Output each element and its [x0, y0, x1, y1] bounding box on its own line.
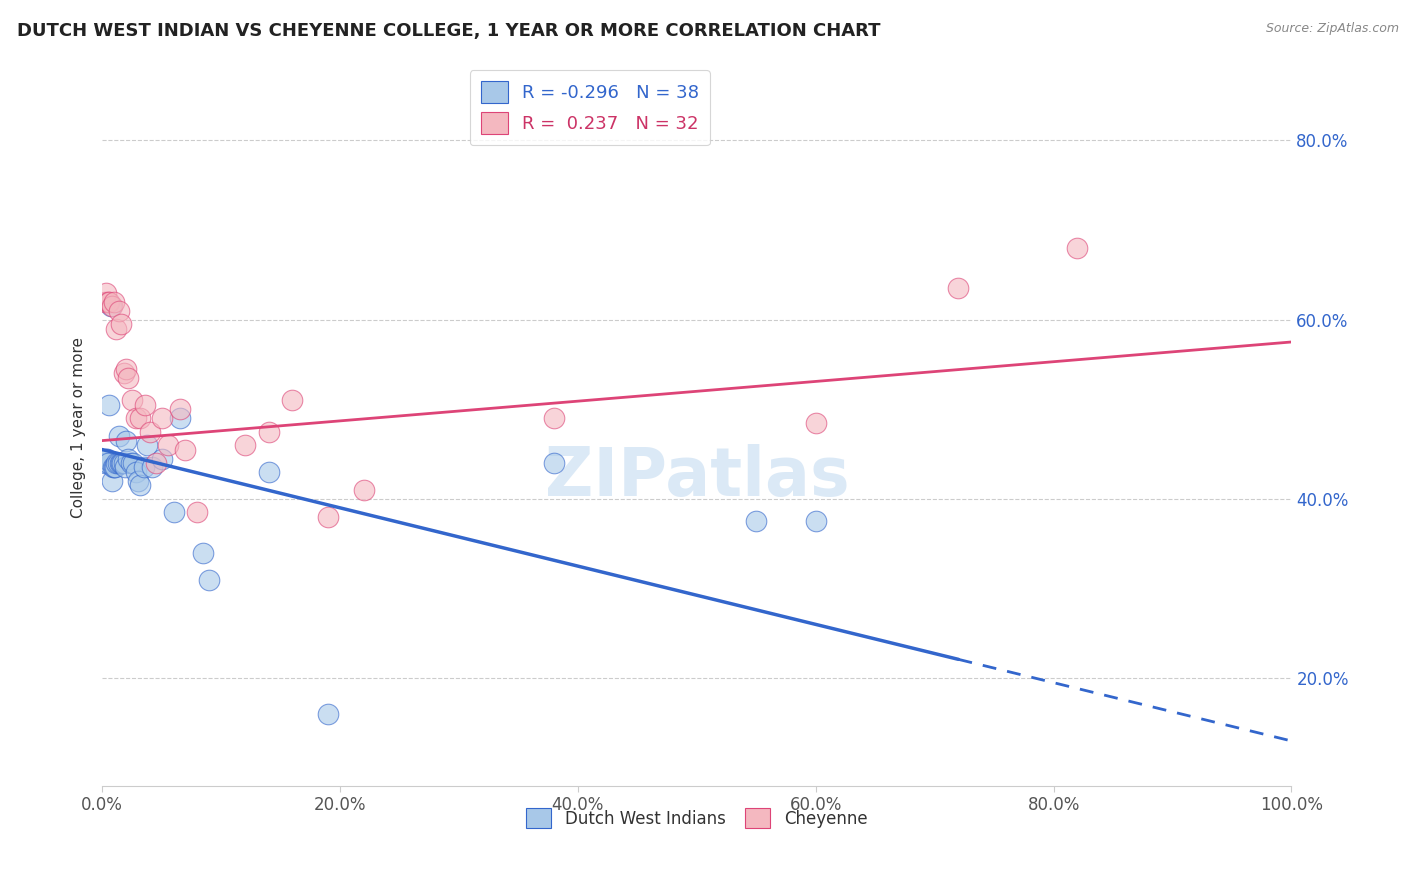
Point	[117, 451, 139, 466]
Point	[174, 442, 197, 457]
Point	[96, 451, 118, 466]
Point	[141, 460, 163, 475]
Point	[198, 573, 221, 587]
Point	[100, 299, 122, 313]
Point	[132, 460, 155, 475]
Point	[543, 411, 565, 425]
Point	[150, 411, 173, 425]
Point	[105, 456, 128, 470]
Point	[107, 456, 129, 470]
Point	[115, 362, 138, 376]
Point	[97, 294, 120, 309]
Point	[112, 456, 135, 470]
Point	[281, 393, 304, 408]
Point	[150, 451, 173, 466]
Point	[97, 456, 120, 470]
Point	[108, 303, 131, 318]
Point	[257, 425, 280, 439]
Point	[111, 456, 134, 470]
Point	[193, 546, 215, 560]
Point	[103, 460, 125, 475]
Point	[94, 285, 117, 300]
Point	[134, 398, 156, 412]
Point	[804, 416, 827, 430]
Point	[94, 451, 117, 466]
Text: ZIPatlas: ZIPatlas	[544, 444, 849, 510]
Point	[108, 456, 131, 470]
Text: DUTCH WEST INDIAN VS CHEYENNE COLLEGE, 1 YEAR OR MORE CORRELATION CHART: DUTCH WEST INDIAN VS CHEYENNE COLLEGE, 1…	[17, 22, 880, 40]
Point	[112, 367, 135, 381]
Point	[129, 478, 152, 492]
Point	[124, 465, 146, 479]
Point	[804, 514, 827, 528]
Legend: Dutch West Indians, Cheyenne: Dutch West Indians, Cheyenne	[520, 801, 875, 835]
Point	[100, 474, 122, 488]
Point	[117, 371, 139, 385]
Point	[114, 460, 136, 475]
Point	[543, 456, 565, 470]
Point	[93, 456, 115, 470]
Point	[110, 317, 132, 331]
Point	[257, 465, 280, 479]
Point	[316, 707, 339, 722]
Point	[120, 456, 142, 470]
Point	[136, 438, 159, 452]
Text: Source: ZipAtlas.com: Source: ZipAtlas.com	[1265, 22, 1399, 36]
Point	[129, 411, 152, 425]
Point	[122, 456, 145, 470]
Point	[100, 299, 122, 313]
Point	[98, 398, 121, 412]
Y-axis label: College, 1 year or more: College, 1 year or more	[72, 336, 86, 517]
Point	[98, 294, 121, 309]
Point	[186, 505, 208, 519]
Point	[162, 505, 184, 519]
Point	[139, 425, 162, 439]
Point	[145, 456, 167, 470]
Point	[105, 321, 128, 335]
Point	[104, 460, 127, 475]
Point	[93, 294, 115, 309]
Point	[169, 411, 191, 425]
Point	[110, 456, 132, 470]
Point	[316, 509, 339, 524]
Point	[127, 474, 149, 488]
Point	[353, 483, 375, 497]
Point	[103, 294, 125, 309]
Point	[156, 438, 179, 452]
Point	[169, 402, 191, 417]
Point	[124, 411, 146, 425]
Point	[948, 281, 970, 295]
Point	[745, 514, 768, 528]
Point	[101, 460, 124, 475]
Point	[121, 393, 143, 408]
Point	[233, 438, 256, 452]
Point	[108, 429, 131, 443]
Point	[115, 434, 138, 448]
Point	[1066, 241, 1088, 255]
